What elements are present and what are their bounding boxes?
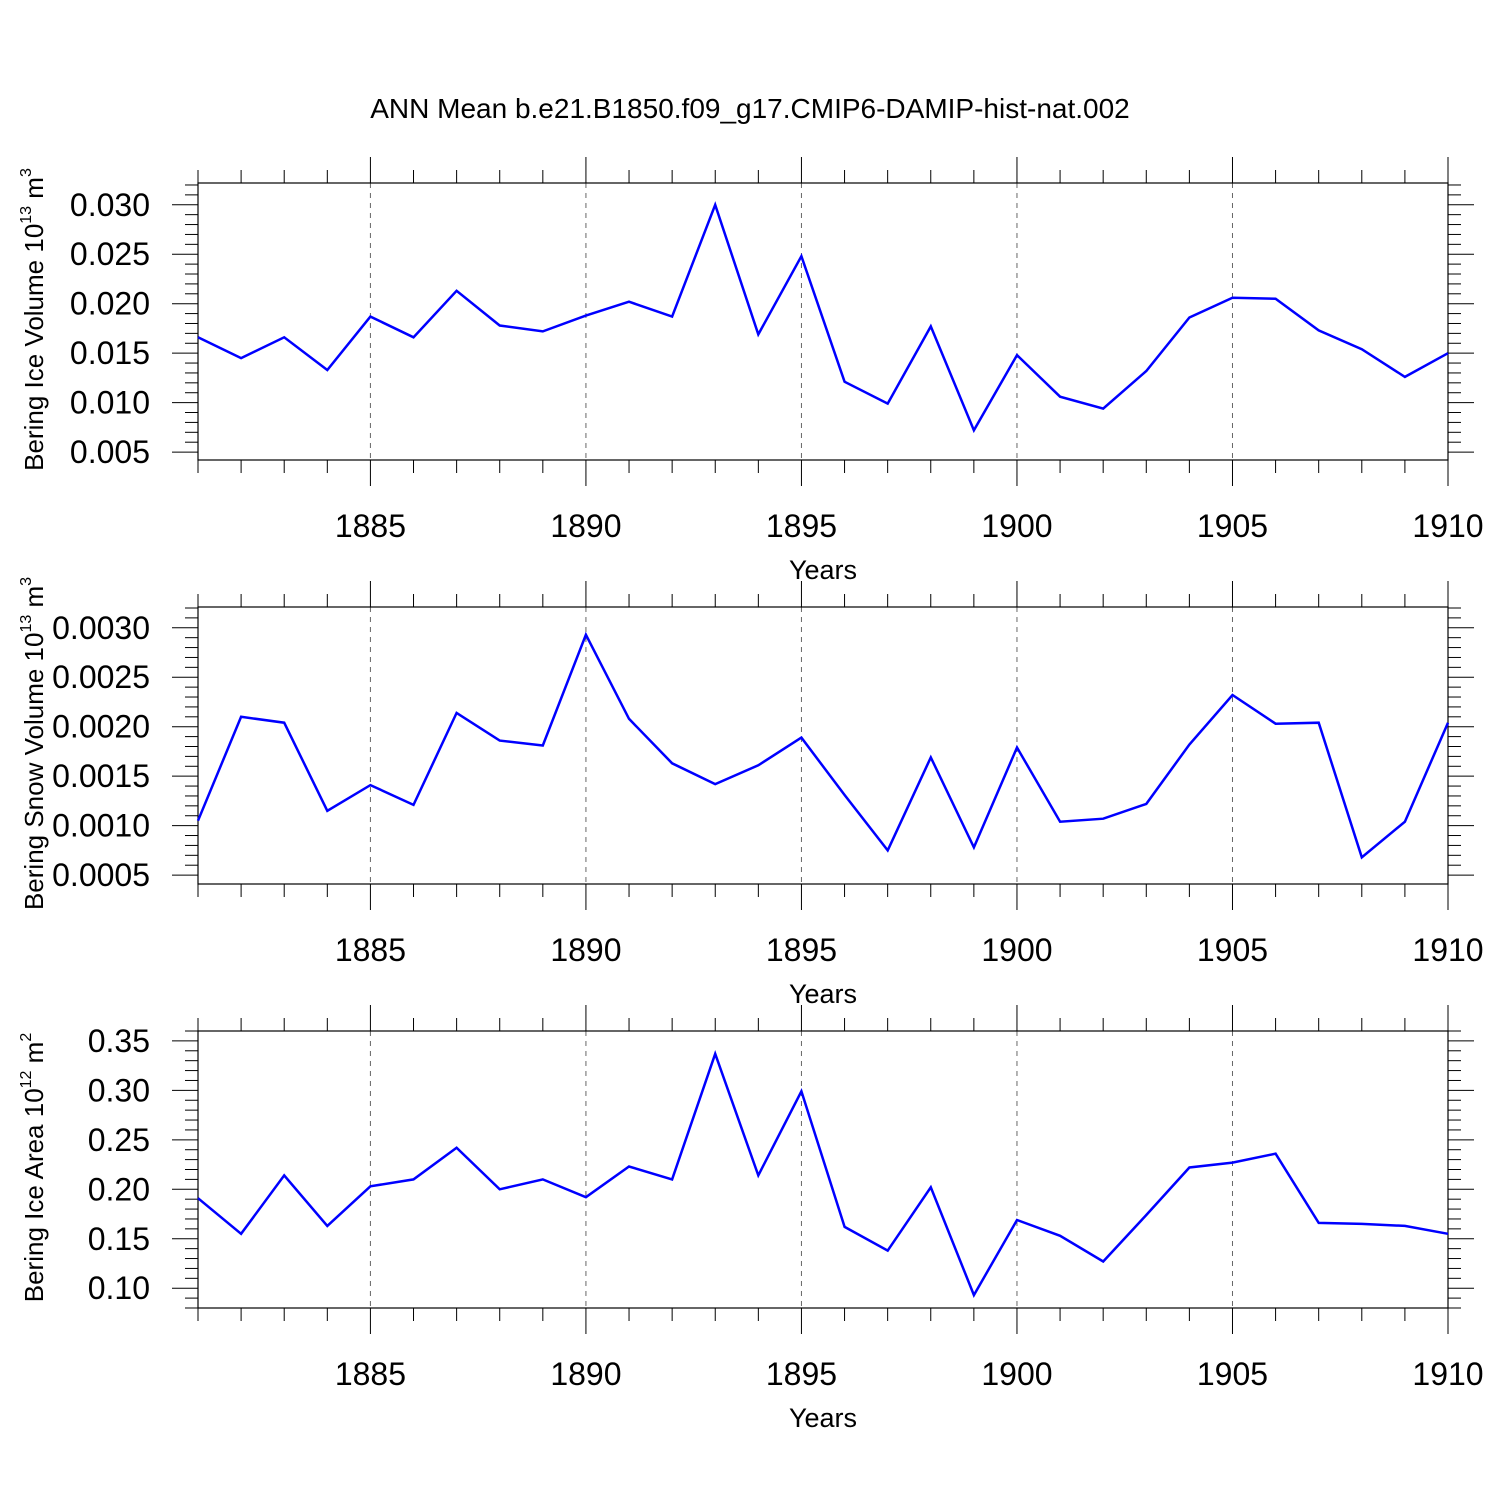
x-tick-label: 1905: [1197, 932, 1268, 968]
panels: 0.005 0.010 0.015 0.020 0.025 0.030 1885 1890 18…: [18, 157, 1484, 1433]
plot-frame: [197, 606, 1449, 885]
x-tick-label: 1895: [766, 1356, 837, 1392]
y-tick-label: 0.35: [88, 1023, 150, 1059]
y-axis-title: Bering Ice Volume 1013 m3: [18, 168, 49, 471]
x-tick-label: 1885: [335, 508, 406, 544]
y-tick-label: 0.030: [70, 187, 150, 223]
x-tick-label: 1885: [335, 1356, 406, 1392]
figure-title: ANN Mean b.e21.B1850.f09_g17.CMIP6-DAMIP…: [370, 93, 1130, 124]
y-tick-label: 0.015: [70, 335, 150, 371]
x-tick-label: 1910: [1412, 1356, 1483, 1392]
x-tick-label: 1900: [981, 508, 1052, 544]
y-axis-title: Bering Snow Volume 1013 m3: [18, 577, 49, 910]
y-tick-label: 0.15: [88, 1221, 150, 1257]
y-tick-label: 0.0015: [52, 758, 150, 794]
x-tick-label: 1905: [1197, 1356, 1268, 1392]
plot-frame: [197, 182, 1449, 461]
x-tick-label: 1890: [550, 1356, 621, 1392]
y-tick-label: 0.020: [70, 286, 150, 322]
series-line: [197, 201, 1449, 434]
x-tick-label: 1890: [550, 508, 621, 544]
x-tick-label: 1900: [981, 932, 1052, 968]
x-axis-title: Years: [789, 1403, 857, 1433]
y-tick-label: 0.20: [88, 1171, 150, 1207]
panel-1: 0.005 0.010 0.015 0.020 0.025 0.030 1885 1890 18…: [18, 157, 1484, 585]
series-line: [196, 631, 1450, 860]
y-tick-label: 0.30: [88, 1072, 150, 1108]
x-tick-label: 1890: [550, 932, 621, 968]
x-tick-label: 1895: [766, 508, 837, 544]
y-tick-label: 0.0025: [52, 659, 150, 695]
y-tick-label: 0.0005: [52, 857, 150, 893]
x-axis-title: Years: [789, 555, 857, 585]
x-tick-label: 1905: [1197, 508, 1268, 544]
x-tick-label: 1910: [1412, 508, 1483, 544]
x-tick-label: 1910: [1412, 932, 1483, 968]
y-tick-label: 0.005: [70, 434, 150, 470]
panel-3: 0.10 0.15 0.20 0.25 0.30 0.35 1885 1890 1895 1900…: [18, 1005, 1484, 1433]
y-axis-title: Bering Ice Area 1012 m2: [18, 1033, 49, 1303]
x-tick-label: 1885: [335, 932, 406, 968]
y-tick-label: 0.0010: [52, 808, 150, 844]
series-line: [197, 1050, 1449, 1298]
y-tick-label: 0.25: [88, 1122, 150, 1158]
y-tick-label: 0.10: [88, 1270, 150, 1306]
y-tick-label: 0.0030: [52, 610, 150, 646]
y-tick-label: 0.0020: [52, 709, 150, 745]
plot-frame: [197, 1030, 1449, 1309]
y-tick-label: 0.010: [70, 385, 150, 421]
x-tick-label: 1900: [981, 1356, 1052, 1392]
x-tick-label: 1895: [766, 932, 837, 968]
panel-2: 0.0005 0.0010 0.0015 0.0020 0.0025 0.0030 1885…: [18, 577, 1484, 1009]
x-axis-title: Years: [789, 979, 857, 1009]
y-tick-label: 0.025: [70, 236, 150, 272]
